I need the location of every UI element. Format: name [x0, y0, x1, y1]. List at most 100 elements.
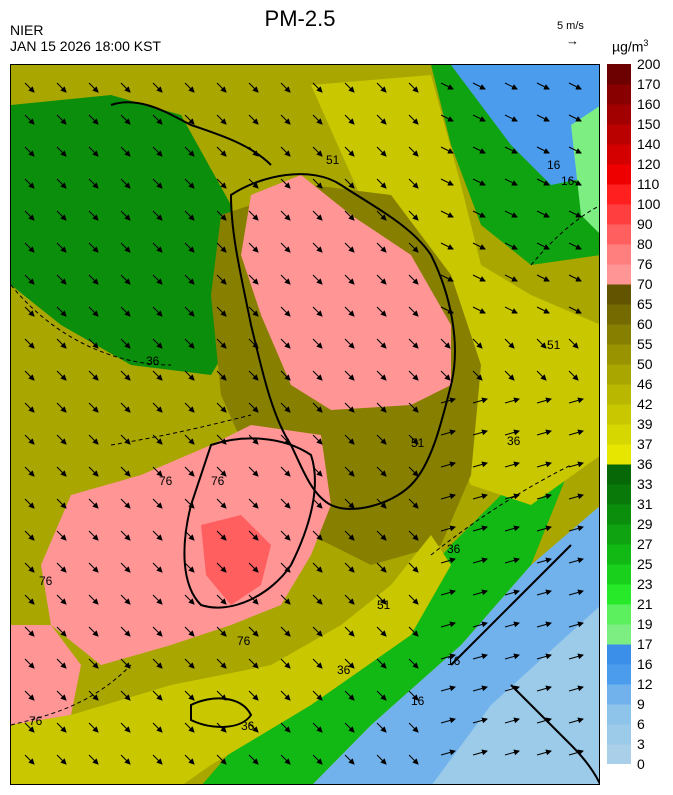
wind-vector-arrow-icon: [440, 114, 454, 122]
wind-vector-arrow-icon: [536, 621, 552, 628]
colorbar-swatch: [607, 564, 631, 585]
wind-vector-arrow-icon: [88, 626, 99, 637]
colorbar-swatch: [607, 464, 631, 485]
colorbar-swatch: [607, 484, 631, 505]
wind-vector-arrow-icon: [120, 530, 131, 541]
wind-vector-arrow-icon: [344, 178, 355, 189]
contour-label: 36: [337, 663, 351, 677]
wind-vector-arrow-icon: [504, 274, 518, 282]
wind-vector-arrow-icon: [88, 82, 99, 93]
wind-vector-arrow-icon: [216, 690, 227, 701]
wind-vector-arrow-icon: [344, 498, 355, 509]
wind-vector-arrow-icon: [280, 754, 291, 765]
wind-vector-arrow-icon: [120, 690, 131, 701]
wind-vector-arrow-icon: [472, 242, 486, 250]
west-green-region: [11, 95, 241, 375]
wind-vector-arrow-icon: [120, 338, 131, 349]
wind-vector-arrow-icon: [536, 429, 552, 436]
wind-vector-arrow-icon: [24, 562, 35, 573]
contour-lines: [11, 205, 599, 726]
wind-vector-arrow-icon: [248, 754, 259, 765]
wind-vector-arrow-icon: [440, 621, 456, 628]
wind-vector-arrow-icon: [568, 178, 582, 186]
wind-vector-arrow-icon: [440, 397, 456, 404]
wind-vector-arrow-icon: [152, 690, 163, 701]
wind-vector-arrow-icon: [152, 498, 163, 509]
wind-vector-arrow-icon: [248, 658, 259, 669]
wind-vector-arrow-icon: [536, 557, 552, 564]
colorbar-tick-label: 9: [637, 696, 645, 712]
wind-vector-arrow-icon: [56, 530, 67, 541]
contour-label: 16: [547, 158, 561, 172]
wind-vector-arrow-icon: [408, 562, 419, 573]
colorbar-tick-label: 50: [637, 356, 653, 372]
wind-vector-arrow-icon: [440, 525, 456, 532]
wind-vector-arrow-icon: [568, 338, 579, 349]
wind-vector-arrow-icon: [312, 242, 323, 253]
wind-vector-arrow-icon: [472, 493, 488, 500]
wind-vector-arrow-icon: [280, 690, 291, 701]
wind-vector-arrow-icon: [536, 717, 552, 724]
wind-vector-arrow-icon: [344, 402, 355, 413]
wind-vector-arrow-icon: [216, 594, 227, 605]
wind-vector-arrow-icon: [376, 274, 387, 285]
colorbar-tick-label: 200: [637, 56, 661, 72]
wind-vector-arrow-icon: [440, 178, 454, 186]
wind-vector-arrow-icon: [376, 242, 387, 253]
colorbar-tick-label: 42: [637, 396, 653, 412]
wind-vector-arrow-icon: [440, 589, 456, 596]
wind-vector-arrow-icon: [568, 397, 584, 404]
wind-vector-arrow-icon: [184, 722, 195, 733]
colorbar-tick-label: 140: [637, 136, 661, 152]
wind-vector-arrow-icon: [120, 146, 131, 157]
wind-vector-arrow-icon: [568, 653, 584, 660]
wind-vector-arrow-icon: [312, 82, 323, 93]
wind-vector-arrow-icon: [376, 658, 387, 669]
wind-vector-arrow-icon: [280, 594, 291, 605]
colorbar-swatch: [607, 704, 631, 725]
wind-vector-arrow-icon: [248, 338, 259, 349]
wind-vector-arrow-icon: [24, 498, 35, 509]
wind-vector-arrow-icon: [56, 690, 67, 701]
wind-vector-arrow-icon: [216, 114, 227, 125]
wind-vector-arrow-icon: [536, 525, 552, 532]
wind-vector-arrow-icon: [280, 338, 291, 349]
wind-vector-arrow-icon: [312, 498, 323, 509]
wind-vector-arrow-icon: [56, 498, 67, 509]
wind-vector-arrow-icon: [216, 146, 227, 157]
wind-vector-arrow-icon: [312, 274, 323, 285]
wind-vector-arrow-icon: [120, 466, 131, 477]
wind-vector-arrow-icon: [248, 690, 259, 701]
wind-vector-arrow-icon: [536, 242, 550, 250]
colorbar-tick-label: 25: [637, 556, 653, 572]
wind-vector-arrow-icon: [344, 754, 355, 765]
colorbar-tick-label: 6: [637, 716, 645, 732]
wind-vector-arrow-icon: [536, 589, 552, 596]
wind-vector-arrow-icon: [504, 114, 518, 122]
wind-vector-arrow-icon: [152, 210, 163, 221]
wind-vector-arrow-icon: [184, 370, 195, 381]
wind-vector-arrow-icon: [88, 498, 99, 509]
wind-vector-arrow-icon: [120, 754, 131, 765]
wind-vector-arrow-icon: [120, 370, 131, 381]
wind-vector-arrow-icon: [408, 210, 419, 221]
agency-label: NIER: [10, 22, 44, 38]
wind-vector-arrow-icon: [56, 146, 67, 157]
wind-vector-arrow-icon: [184, 338, 195, 349]
colorbar-tick-label: 100: [637, 196, 661, 212]
wind-vector-arrow-icon: [376, 626, 387, 637]
wind-vector-arrow-icon: [184, 466, 195, 477]
wind-vector-arrow-icon: [376, 338, 387, 349]
wind-vector-arrow-icon: [408, 306, 419, 317]
wind-vector-arrow-icon: [88, 658, 99, 669]
colorbar-tick-label: 39: [637, 416, 653, 432]
wind-vector-arrow-icon: [24, 658, 35, 669]
colorbar-swatch: [607, 144, 631, 165]
wind-vector-arrow-icon: [472, 749, 488, 756]
colorbar-swatch: [607, 524, 631, 545]
wind-vector-arrow-icon: [152, 338, 163, 349]
korea-pink-region: [241, 175, 451, 410]
wind-vector-arrow-icon: [312, 146, 323, 157]
colorbar-tick-label: 31: [637, 496, 653, 512]
wind-vector-arrow-icon: [216, 498, 227, 509]
